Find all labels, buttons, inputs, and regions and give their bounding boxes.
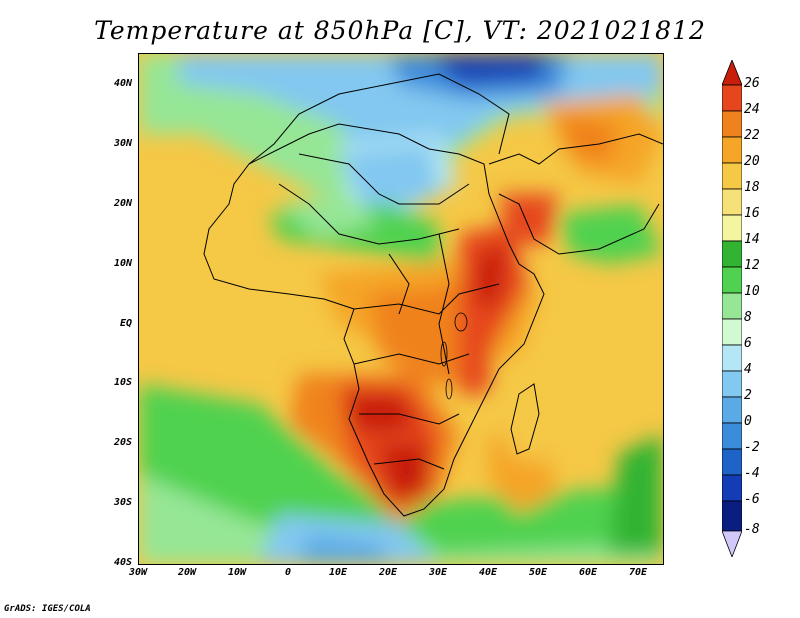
- temperature-map: [138, 53, 664, 565]
- colorbar-label-0: 0: [744, 414, 752, 429]
- colorbar-swatch-8: [722, 318, 742, 346]
- colorbar: [722, 60, 742, 557]
- lon-tick-30w: 30W: [128, 567, 148, 578]
- colorbar-swatch-10: [722, 292, 742, 320]
- colorbar-label-4: 4: [744, 362, 752, 377]
- colorbar-label-neg6: -6: [744, 492, 760, 507]
- lon-tick-40e: 40E: [478, 567, 498, 578]
- lon-tick-50e: 50E: [528, 567, 548, 578]
- colorbar-swatch-6: [722, 344, 742, 372]
- colorbar-swatch-26: [722, 84, 742, 112]
- colorbar-swatch-12: [722, 266, 742, 294]
- lat-tick-20s: 20S: [113, 437, 132, 448]
- colorbar-label-neg2: -2: [744, 440, 760, 455]
- colorbar-swatch-0: [722, 422, 742, 450]
- colorbar-swatch-20: [722, 162, 742, 190]
- colorbar-swatch-neg4: [722, 474, 742, 502]
- lat-tick-40n: 40N: [113, 78, 132, 89]
- colorbar-swatch-24: [722, 110, 742, 138]
- lon-tick-60e: 60E: [578, 567, 598, 578]
- colorbar-swatch-neg2: [722, 448, 742, 476]
- lat-tick-10s: 10S: [113, 377, 132, 388]
- lon-tick-20e: 20E: [378, 567, 398, 578]
- colorbar-label-10: 10: [744, 284, 760, 299]
- colorbar-label-12: 12: [744, 258, 760, 273]
- lon-tick-10w: 10W: [227, 567, 247, 578]
- colorbar-label-24: 24: [744, 102, 760, 117]
- footer-credit: GrADS: IGES/COLA: [4, 604, 91, 614]
- lat-tick-30s: 30S: [113, 497, 132, 508]
- colorbar-label-14: 14: [744, 232, 760, 247]
- map-title: Temperature at 850hPa [C], VT: 202102181…: [94, 16, 706, 45]
- lon-tick-30e: 30E: [428, 567, 448, 578]
- lon-tick-20w: 20W: [177, 567, 197, 578]
- colorbar-swatch-18: [722, 188, 742, 216]
- colorbar-label-6: 6: [744, 336, 752, 351]
- colorbar-swatch-4: [722, 370, 742, 398]
- colorbar-label-26: 26: [744, 76, 760, 91]
- lat-tick-eq: EQ: [119, 318, 132, 329]
- colorbar-label-8: 8: [744, 310, 752, 325]
- colorbar-label-neg4: -4: [744, 466, 760, 481]
- lon-tick-10e: 10E: [328, 567, 348, 578]
- colorbar-swatch-14: [722, 240, 742, 268]
- colorbar-label-22: 22: [744, 128, 760, 143]
- colorbar-label-20: 20: [744, 154, 760, 169]
- colorbar-top-arrow: [722, 60, 742, 86]
- lon-tick-70e: 70E: [628, 567, 648, 578]
- colorbar-label-16: 16: [744, 206, 760, 221]
- lat-tick-30n: 30N: [113, 138, 132, 149]
- lat-tick-40s: 40S: [113, 557, 132, 568]
- colorbar-label-neg8: -8: [744, 522, 760, 537]
- colorbar-label-2: 2: [744, 388, 752, 403]
- colorbar-swatch-16: [722, 214, 742, 242]
- lat-tick-20n: 20N: [113, 198, 132, 209]
- lat-tick-10n: 10N: [113, 258, 132, 269]
- colorbar-label-18: 18: [744, 180, 760, 195]
- colorbar-swatch-22: [722, 136, 742, 164]
- colorbar-swatch-2: [722, 396, 742, 424]
- lon-tick-0: 0: [284, 567, 292, 578]
- colorbar-bottom-arrow: [722, 530, 742, 557]
- colorbar-swatch-neg6: [722, 500, 742, 532]
